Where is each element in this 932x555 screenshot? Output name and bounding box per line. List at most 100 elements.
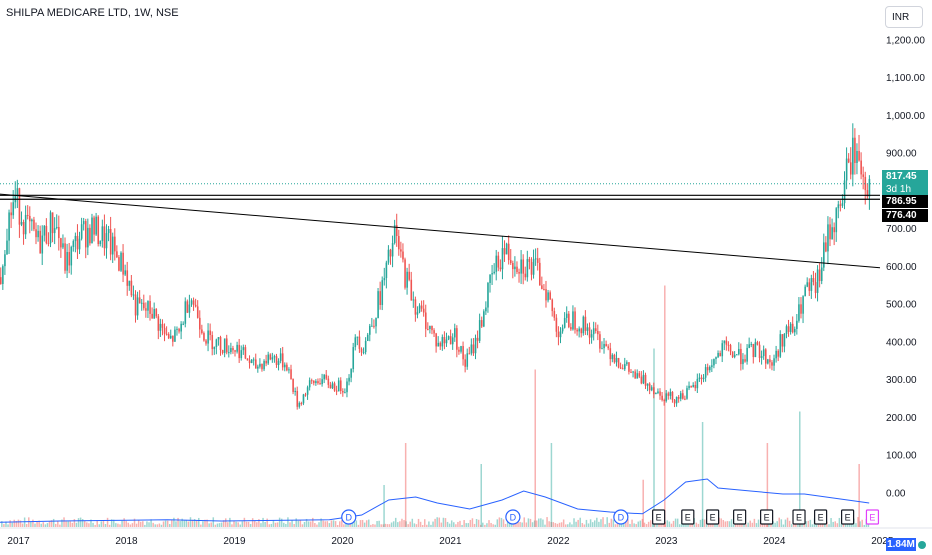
volume-bar: [266, 518, 268, 527]
volume-bar: [289, 522, 291, 527]
y-tick-label: 900.00: [886, 149, 917, 160]
candle-body: [700, 377, 703, 380]
candle-body: [773, 358, 775, 366]
volume-bar: [169, 524, 171, 527]
volume-bar: [776, 521, 778, 527]
volume-bar: [359, 520, 362, 527]
volume-bar: [177, 517, 179, 527]
candle-body: [294, 390, 296, 392]
volume-bar: [784, 519, 787, 527]
volume-bar: [747, 522, 749, 527]
volume-bar: [210, 522, 212, 527]
candle-body: [416, 312, 419, 315]
volume-bar: [606, 517, 608, 527]
volume-bar: [645, 524, 648, 527]
volume-bar: [316, 524, 318, 527]
currency-button[interactable]: INR: [885, 6, 923, 28]
candle-body: [816, 269, 819, 293]
candle-body: [837, 204, 840, 209]
volume-bar: [376, 521, 378, 527]
candle-body: [329, 384, 332, 389]
volume-bar: [598, 521, 600, 527]
candle-body: [381, 280, 384, 305]
volume-bar: [212, 517, 215, 527]
earnings-marker-label: E: [737, 513, 743, 523]
x-tick-label: 2021: [439, 536, 462, 547]
candle-body: [454, 328, 456, 338]
candle-body: [584, 316, 587, 331]
volume-bar: [778, 517, 781, 527]
candle-body: [524, 273, 527, 278]
volume-bar: [795, 523, 797, 527]
volume-bar: [38, 520, 40, 527]
volume-bar: [525, 522, 528, 527]
volume-bar: [647, 521, 650, 527]
candle-body: [236, 344, 238, 352]
candle-body: [230, 348, 232, 353]
candle-body: [140, 302, 143, 304]
volume-bar: [612, 519, 615, 527]
candle-body: [642, 374, 645, 384]
candle-body: [109, 229, 112, 255]
candle-body: [375, 317, 377, 327]
earnings-marker-label: E: [710, 513, 716, 523]
candle-body: [217, 337, 220, 340]
candle-body: [31, 219, 33, 222]
candle-body: [767, 359, 769, 364]
candle-body: [852, 137, 854, 175]
volume-bar: [189, 517, 192, 527]
candle-body: [532, 259, 535, 275]
volume-bar: [260, 523, 262, 527]
volume-bar: [674, 518, 677, 527]
volume-bar: [158, 523, 161, 527]
volume-bar: [299, 520, 302, 527]
candle-body: [136, 297, 139, 316]
candle-body: [157, 316, 160, 331]
candle-body: [650, 387, 653, 391]
candle-body: [350, 369, 352, 378]
volume-bar: [162, 521, 165, 527]
volume-spike: [701, 422, 704, 527]
volume-bar: [809, 519, 812, 527]
volume-bar: [857, 517, 859, 527]
candle-body: [225, 338, 228, 353]
volume-bar: [98, 524, 101, 527]
candle-body: [176, 328, 178, 330]
volume-bar: [608, 522, 611, 527]
x-tick-label: 2023: [655, 536, 678, 547]
volume-bar: [73, 519, 76, 527]
volume-bar: [859, 521, 861, 527]
candle-body: [80, 224, 83, 239]
volume-bar: [455, 524, 457, 527]
volume-bar: [249, 523, 252, 527]
candle-body: [68, 252, 71, 266]
volume-bar: [500, 517, 503, 527]
candle-body: [497, 255, 500, 268]
candle-body: [89, 227, 91, 244]
candle-body: [673, 399, 676, 404]
candle-body: [864, 176, 867, 191]
earnings-marker: [814, 509, 828, 525]
candle-body: [143, 302, 145, 309]
candle-body: [733, 354, 736, 358]
candle-body: [594, 328, 597, 331]
volume-bar: [554, 523, 557, 527]
volume-bar: [332, 520, 335, 527]
volume-bar: [94, 524, 96, 527]
candle-body: [653, 387, 655, 395]
volume-bar: [724, 521, 727, 527]
volume-bar: [753, 518, 756, 527]
candle-body: [172, 335, 174, 342]
y-tick-label: 0.00: [886, 488, 906, 499]
volume-bar: [328, 523, 331, 527]
earnings-marker: [841, 509, 855, 525]
volume-bar: [411, 518, 414, 527]
volume-bar: [131, 523, 134, 527]
volume-bar: [322, 520, 324, 527]
volume-bar: [695, 522, 698, 527]
candle-body: [619, 367, 622, 369]
candle-body: [760, 356, 763, 358]
volume-bar: [840, 523, 843, 527]
